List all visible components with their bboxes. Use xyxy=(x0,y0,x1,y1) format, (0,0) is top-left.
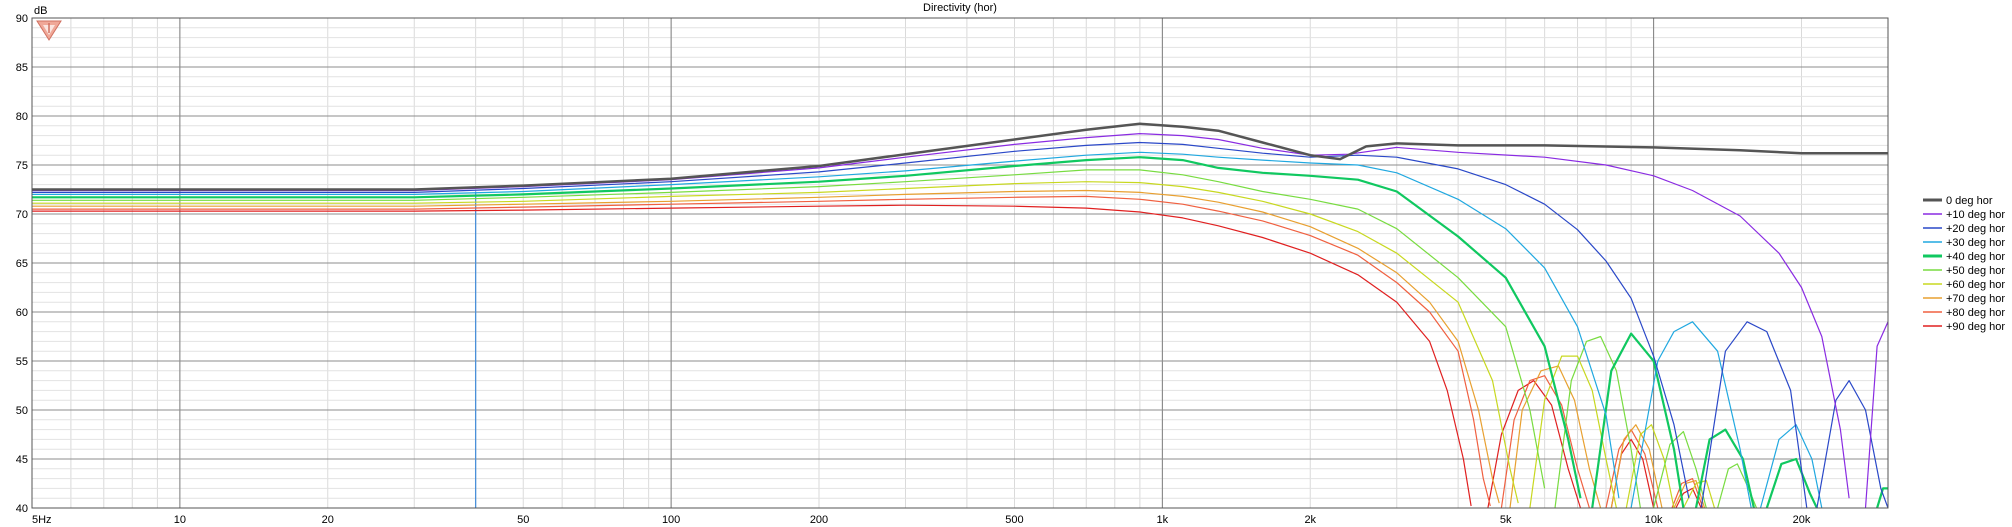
y-tick-label: 75 xyxy=(16,160,28,172)
legend-label: +20 deg hor xyxy=(1946,223,2005,235)
y-axis-ticks: 40 45 50 55 60 65 70 75 80 85 90 xyxy=(16,13,28,515)
y-axis-label: dB xyxy=(34,5,47,17)
legend-label: +90 deg hor xyxy=(1946,321,2005,333)
series-lobe-plus-40-deg-hor xyxy=(1591,332,1685,508)
series-line-plus-20-deg-hor xyxy=(32,141,1690,499)
series-lobe-plus-60-deg-hor xyxy=(1529,355,1617,508)
series-lobe-plus-60-deg-hor xyxy=(1625,424,1675,508)
chart-title: Directivity (hor) xyxy=(923,2,997,14)
series-group xyxy=(32,122,1888,508)
series-lobe-plus-10-deg-hor xyxy=(1864,321,1888,508)
series-lobe-plus-50-deg-hor xyxy=(1554,335,1641,508)
series-lobe-plus-40-deg-hor xyxy=(1694,428,1755,508)
series-line-plus-50-deg-hor xyxy=(32,169,1546,489)
legend-label: 0 deg hor xyxy=(1946,195,1993,207)
x-tick-label: 1k xyxy=(1157,514,1169,526)
x-tick-label: 100 xyxy=(662,514,680,526)
x-tick-label: 5Hz xyxy=(32,514,52,526)
y-tick-label: 85 xyxy=(16,62,28,74)
legend-label: +30 deg hor xyxy=(1946,237,2005,249)
x-tick-label: 20k xyxy=(1793,514,1811,526)
x-tick-label: 20 xyxy=(322,514,334,526)
y-tick-label: 50 xyxy=(16,405,28,417)
y-tick-label: 40 xyxy=(16,503,28,515)
series-lobe-plus-20-deg-hor xyxy=(1816,380,1888,508)
series-line-plus-70-deg-hor xyxy=(32,189,1500,504)
plot-frame xyxy=(31,17,1889,509)
x-tick-label: 500 xyxy=(1005,514,1023,526)
y-tick-label: 55 xyxy=(16,356,28,368)
x-tick-label: 10 xyxy=(174,514,186,526)
series-lobe-plus-30-deg-hor xyxy=(1630,321,1752,508)
x-tick-label: 200 xyxy=(810,514,828,526)
series-lobe-plus-40-deg-hor xyxy=(1876,487,1888,508)
series-lobe-plus-80-deg-hor xyxy=(1500,375,1590,508)
series-lobe-plus-80-deg-hor xyxy=(1671,478,1704,508)
y-tick-label: 65 xyxy=(16,258,28,270)
x-axis-ticks: 5Hz 10 20 50 100 200 500 1k 2k 5k 10k 20k xyxy=(32,514,1811,526)
series-line-plus-90-deg-hor xyxy=(32,204,1472,507)
legend-label: +60 deg hor xyxy=(1946,279,2005,291)
series-lobe-plus-20-deg-hor xyxy=(1700,321,1808,508)
series-lobe-plus-70-deg-hor xyxy=(1610,424,1663,508)
x-tick-label: 50 xyxy=(517,514,529,526)
series-line-plus-30-deg-hor xyxy=(32,151,1620,499)
series-line-0-deg-hor xyxy=(32,122,1888,191)
series-line-plus-80-deg-hor xyxy=(32,195,1491,507)
y-tick-label: 80 xyxy=(16,111,28,123)
y-tick-label: 90 xyxy=(16,13,28,25)
legend-label: +50 deg hor xyxy=(1946,265,2005,277)
legend-label: +70 deg hor xyxy=(1946,293,2005,305)
y-tick-label: 60 xyxy=(16,307,28,319)
series-line-plus-60-deg-hor xyxy=(32,181,1519,504)
y-tick-label: 45 xyxy=(16,454,28,466)
x-tick-label: 10k xyxy=(1645,514,1663,526)
series-layer xyxy=(32,122,1888,508)
legend-label: +40 deg hor xyxy=(1946,251,2005,263)
series-lobe-plus-40-deg-hor xyxy=(1765,457,1818,508)
x-tick-label: 5k xyxy=(1500,514,1512,526)
app-logo-icon xyxy=(36,20,62,41)
series-line-plus-10-deg-hor xyxy=(32,133,1850,499)
series-lobe-plus-30-deg-hor xyxy=(1759,424,1823,508)
legend: 0 deg hor +10 deg hor +20 deg hor +30 deg h… xyxy=(1923,195,2005,333)
series-lobe-plus-90-deg-hor xyxy=(1487,380,1582,508)
y-tick-label: 70 xyxy=(16,209,28,221)
legend-label: +10 deg hor xyxy=(1946,209,2005,221)
x-tick-label: 2k xyxy=(1304,514,1316,526)
series-lobe-plus-50-deg-hor xyxy=(1653,431,1707,508)
series-lobe-plus-70-deg-hor xyxy=(1673,480,1706,508)
series-line-plus-40-deg-hor xyxy=(32,156,1582,499)
legend-label: +80 deg hor xyxy=(1946,307,2005,319)
